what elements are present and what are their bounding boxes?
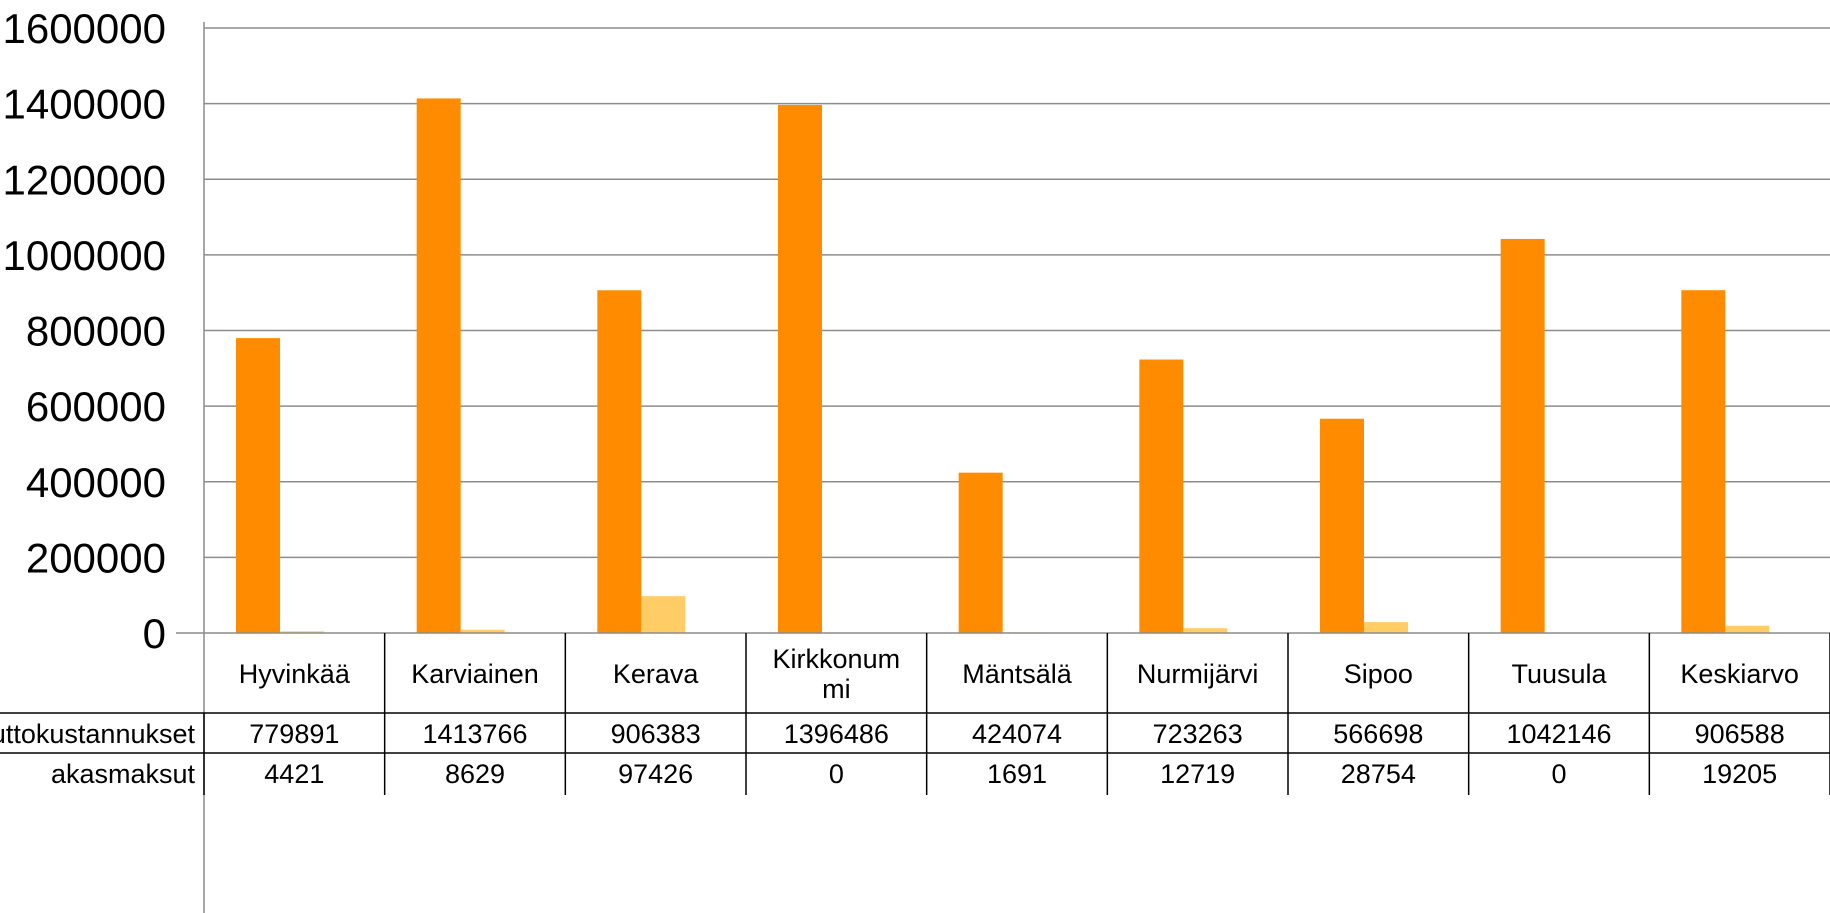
x-tick-label: Hyvinkää bbox=[239, 659, 351, 689]
x-tick-label: Mäntsälä bbox=[962, 659, 1073, 689]
x-tick-label: Sipoo bbox=[1344, 659, 1413, 689]
x-tick-label: Karviainen bbox=[411, 659, 539, 689]
data-label: 12719 bbox=[1160, 759, 1235, 789]
bar bbox=[1139, 359, 1184, 633]
data-label: 4421 bbox=[264, 759, 324, 789]
bar bbox=[641, 596, 686, 633]
bar bbox=[236, 338, 280, 633]
bar bbox=[1320, 418, 1364, 633]
data-label: 97426 bbox=[618, 759, 693, 789]
y-tick-label: 1600000 bbox=[2, 5, 166, 52]
data-label: 566698 bbox=[1333, 719, 1423, 749]
data-label: 1691 bbox=[987, 759, 1047, 789]
data-label: 28754 bbox=[1341, 759, 1416, 789]
bar bbox=[416, 98, 461, 633]
x-tick-label: Tuusula bbox=[1511, 659, 1607, 689]
y-tick-label: 400000 bbox=[26, 459, 166, 506]
bar bbox=[958, 472, 1003, 633]
bar bbox=[597, 290, 642, 633]
y-tick-label: 1200000 bbox=[2, 156, 166, 203]
bar bbox=[1681, 290, 1726, 633]
data-label: 1396486 bbox=[784, 719, 889, 749]
y-tick-labels: 0 200000 400000 600000 800000 1000000 1200000 1… bbox=[2, 5, 166, 657]
y-tick-label: 800000 bbox=[26, 308, 166, 355]
bar bbox=[1183, 628, 1228, 633]
x-tick-label: Nurmijärvi bbox=[1137, 659, 1259, 689]
data-label: 906383 bbox=[611, 719, 701, 749]
bar bbox=[1364, 622, 1408, 633]
bar bbox=[1500, 238, 1545, 633]
x-tick-label: Kerava bbox=[613, 659, 700, 689]
series-name: akasmaksut bbox=[51, 759, 196, 789]
data-label: 0 bbox=[829, 759, 844, 789]
bar bbox=[778, 104, 822, 633]
y-tick-label: 600000 bbox=[26, 383, 166, 430]
x-tick-label: Kirkkonum mi bbox=[773, 644, 901, 704]
y-tick-label: 1400000 bbox=[2, 81, 166, 128]
bars bbox=[236, 98, 1770, 633]
data-label: 19205 bbox=[1702, 759, 1777, 789]
gridlines bbox=[204, 27, 1830, 559]
data-table: Hyvinkää Karviainen Kerava Kirkkonum mi Mänts… bbox=[0, 633, 1830, 795]
bar bbox=[1725, 625, 1770, 633]
data-label: 723263 bbox=[1153, 719, 1243, 749]
data-label: 424074 bbox=[972, 719, 1062, 749]
data-label: 8629 bbox=[445, 759, 505, 789]
bar bbox=[460, 629, 505, 633]
data-label: 1042146 bbox=[1506, 719, 1611, 749]
x-tick-label: Keskiarvo bbox=[1680, 659, 1799, 689]
y-tick-label: 0 bbox=[143, 610, 166, 657]
data-label: 0 bbox=[1551, 759, 1566, 789]
data-label: 1413766 bbox=[422, 719, 527, 749]
series-name: uttokustannukset bbox=[0, 719, 195, 749]
y-tick-label: 1000000 bbox=[2, 232, 166, 279]
bar bbox=[280, 631, 324, 633]
y-tick-label: 200000 bbox=[26, 534, 166, 581]
data-label: 906588 bbox=[1695, 719, 1785, 749]
data-label: 779891 bbox=[249, 719, 339, 749]
